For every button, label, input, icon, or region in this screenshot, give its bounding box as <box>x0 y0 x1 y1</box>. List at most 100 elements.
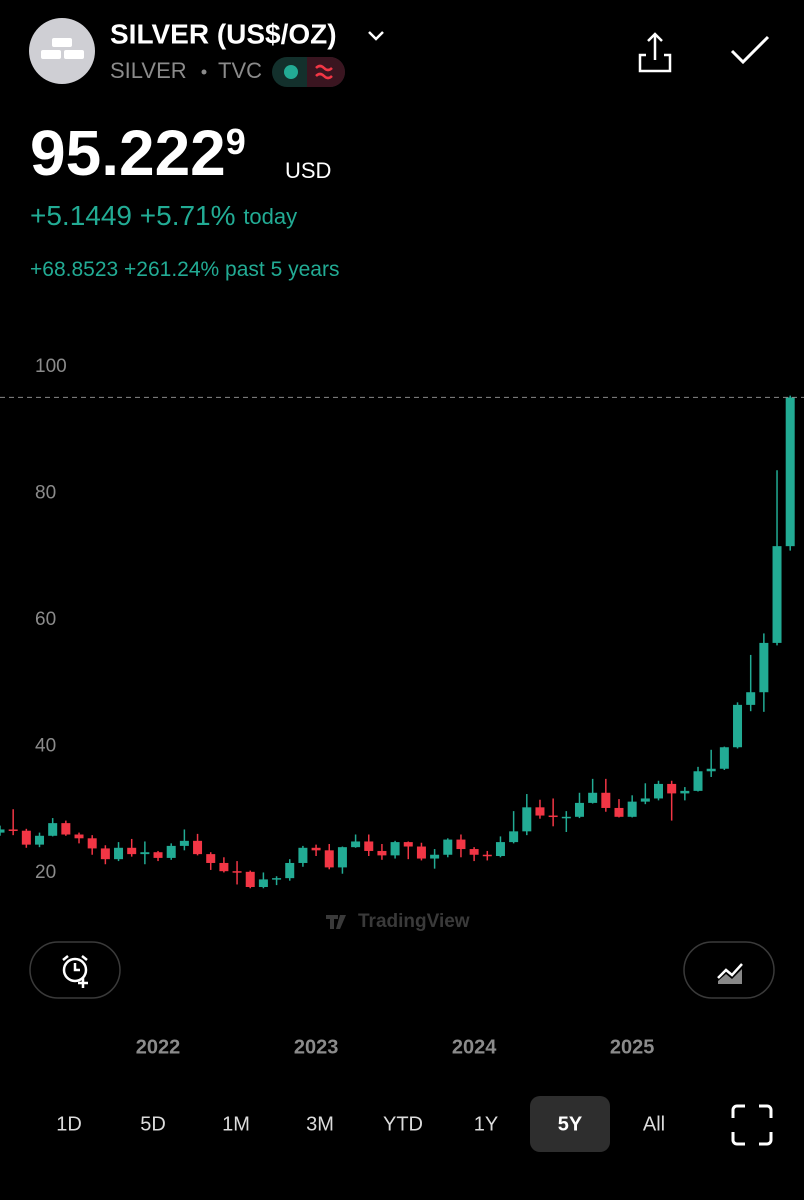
candle-body <box>311 847 321 851</box>
market-status-pill[interactable] <box>272 57 345 87</box>
price-main: 95.222 <box>30 117 226 189</box>
candle-body <box>153 852 163 858</box>
candle-body <box>179 840 189 846</box>
range-button[interactable]: 5Y <box>558 1113 583 1135</box>
candle-body <box>416 846 426 859</box>
range-button[interactable]: 5D <box>140 1113 166 1135</box>
change-today: +5.1449 +5.71% today <box>30 200 297 231</box>
fullscreen-button[interactable] <box>731 1104 773 1146</box>
candle-body <box>61 823 71 835</box>
candle-body <box>733 704 743 748</box>
candle-body <box>48 823 58 836</box>
range-button[interactable]: 3M <box>306 1113 334 1135</box>
share-button[interactable] <box>638 32 672 73</box>
candle-body <box>456 839 466 850</box>
candle-body <box>680 790 690 794</box>
candle-body <box>574 802 584 817</box>
y-tick-label: 40 <box>35 736 56 757</box>
range-button[interactable]: 1Y <box>474 1113 498 1135</box>
candle-body <box>21 830 31 845</box>
candle-body <box>337 847 347 868</box>
range-button[interactable]: All <box>643 1113 665 1135</box>
candle-body <box>351 841 361 848</box>
candle-body <box>654 783 663 799</box>
candle-body <box>232 871 242 873</box>
candle-body <box>8 829 18 831</box>
candle-body <box>746 692 756 705</box>
chart-style-button[interactable] <box>683 941 775 999</box>
candle-body <box>509 831 519 843</box>
candle-body <box>258 879 268 887</box>
watermark-text: TradingView <box>358 911 470 932</box>
symbol-title: SILVER (US$/OZ) <box>110 18 337 49</box>
y-tick-label: 100 <box>35 356 67 377</box>
range-button[interactable]: 1M <box>222 1113 250 1135</box>
candle-body <box>627 801 637 817</box>
candle-body <box>667 783 677 794</box>
price: 95.2229 <box>30 117 246 189</box>
separator-dot <box>201 69 207 75</box>
candle-body <box>785 397 795 547</box>
range-button[interactable]: 1D <box>56 1113 82 1135</box>
candle-body <box>87 838 97 849</box>
y-tick-label: 80 <box>35 483 56 504</box>
candle-body <box>403 842 413 847</box>
candle-body <box>100 848 110 860</box>
candle-body <box>469 849 479 855</box>
check-button[interactable] <box>730 35 770 65</box>
price-superscript: 9 <box>226 121 246 162</box>
watermark: TradingView <box>326 911 470 932</box>
candle-body <box>482 854 492 857</box>
range-selected-bg[interactable] <box>530 1096 610 1152</box>
alert-button[interactable] <box>29 941 121 999</box>
today-label: today <box>243 204 297 229</box>
x-tick-label: 2024 <box>452 1036 497 1058</box>
candle-body <box>430 854 440 859</box>
dropdown-chevron[interactable] <box>368 31 384 41</box>
candle-body <box>588 792 598 803</box>
change-period: +68.8523 +261.24% past 5 years <box>30 258 339 281</box>
candle-body <box>140 852 150 855</box>
candle-body <box>772 546 782 643</box>
y-tick-label: 60 <box>35 609 56 630</box>
candle-body <box>127 847 137 855</box>
candle-body <box>272 878 282 880</box>
x-tick-label: 2025 <box>610 1036 655 1058</box>
change-today-pct: +5.71% <box>140 200 236 231</box>
candle-body <box>114 847 124 860</box>
candle-body <box>719 747 729 769</box>
candle-body <box>706 768 716 772</box>
y-tick-label: 20 <box>35 862 56 883</box>
candle-body <box>693 771 703 791</box>
range-bar: 1D 5D 1M 3M YTD 1Y 5Y All <box>56 1096 665 1152</box>
plot-area: 20 40 60 80 100 2022 2023 2024 2025 <box>0 356 804 1058</box>
candle-body <box>759 642 769 693</box>
candle-body <box>285 862 295 879</box>
change-today-abs: +5.1449 <box>30 200 132 231</box>
currency: USD <box>285 158 331 183</box>
candle-body <box>377 850 387 856</box>
candle-body <box>390 842 400 856</box>
candle-body <box>193 840 203 855</box>
candle-body <box>166 845 176 858</box>
exchange-name: SILVER <box>110 58 187 83</box>
change-period-abs: +68.8523 <box>30 258 118 281</box>
candle-body <box>614 807 624 817</box>
candle-body <box>522 807 532 832</box>
candle-body <box>495 842 505 857</box>
candle-body <box>443 839 453 855</box>
candle-body <box>601 792 611 808</box>
x-tick-label: 2023 <box>294 1036 339 1058</box>
candle-body <box>324 850 334 868</box>
range-button[interactable]: YTD <box>383 1113 423 1135</box>
candle-body <box>219 862 229 872</box>
change-period-pct: +261.24% <box>124 258 219 281</box>
candle-body <box>298 847 308 863</box>
candle-body <box>206 854 216 863</box>
candle-body <box>245 871 255 887</box>
candle-body <box>640 798 650 802</box>
symbol-icon <box>29 18 95 84</box>
candle-body <box>364 841 374 851</box>
